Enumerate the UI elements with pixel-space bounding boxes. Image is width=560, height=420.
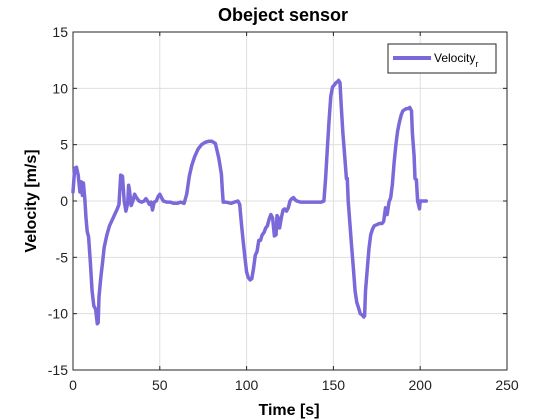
x-tick-label: 50: [152, 377, 168, 393]
y-tick-label: 15: [52, 24, 68, 40]
x-tick-label: 0: [69, 377, 77, 393]
series-layer: [71, 78, 429, 326]
y-tick-label: 10: [52, 80, 68, 96]
legend-label-subscript: r: [475, 59, 478, 69]
x-tick-label: 250: [495, 377, 519, 393]
y-tick-label: -15: [48, 362, 68, 378]
axis-ticks: 0 50 100 150 200 250 -15 -10 -5 0 5 10 15: [48, 24, 519, 393]
y-tick-label: 0: [60, 193, 68, 209]
chart-title: Obeject sensor: [218, 5, 348, 25]
y-tick-label: -10: [48, 306, 68, 322]
x-tick-label: 200: [409, 377, 433, 393]
legend: Velocityr: [387, 43, 497, 74]
y-axis-label: Velocity [m/s]: [23, 149, 40, 252]
x-tick-label: 150: [322, 377, 346, 393]
legend-entry: Velocityr: [434, 51, 478, 69]
legend-label: Velocity: [434, 51, 475, 65]
x-tick-label: 100: [235, 377, 259, 393]
y-tick-label: -5: [56, 249, 69, 265]
x-axis-label: Time [s]: [258, 402, 319, 419]
y-tick-label: 5: [60, 137, 68, 153]
series-line-velocity: [71, 78, 429, 326]
